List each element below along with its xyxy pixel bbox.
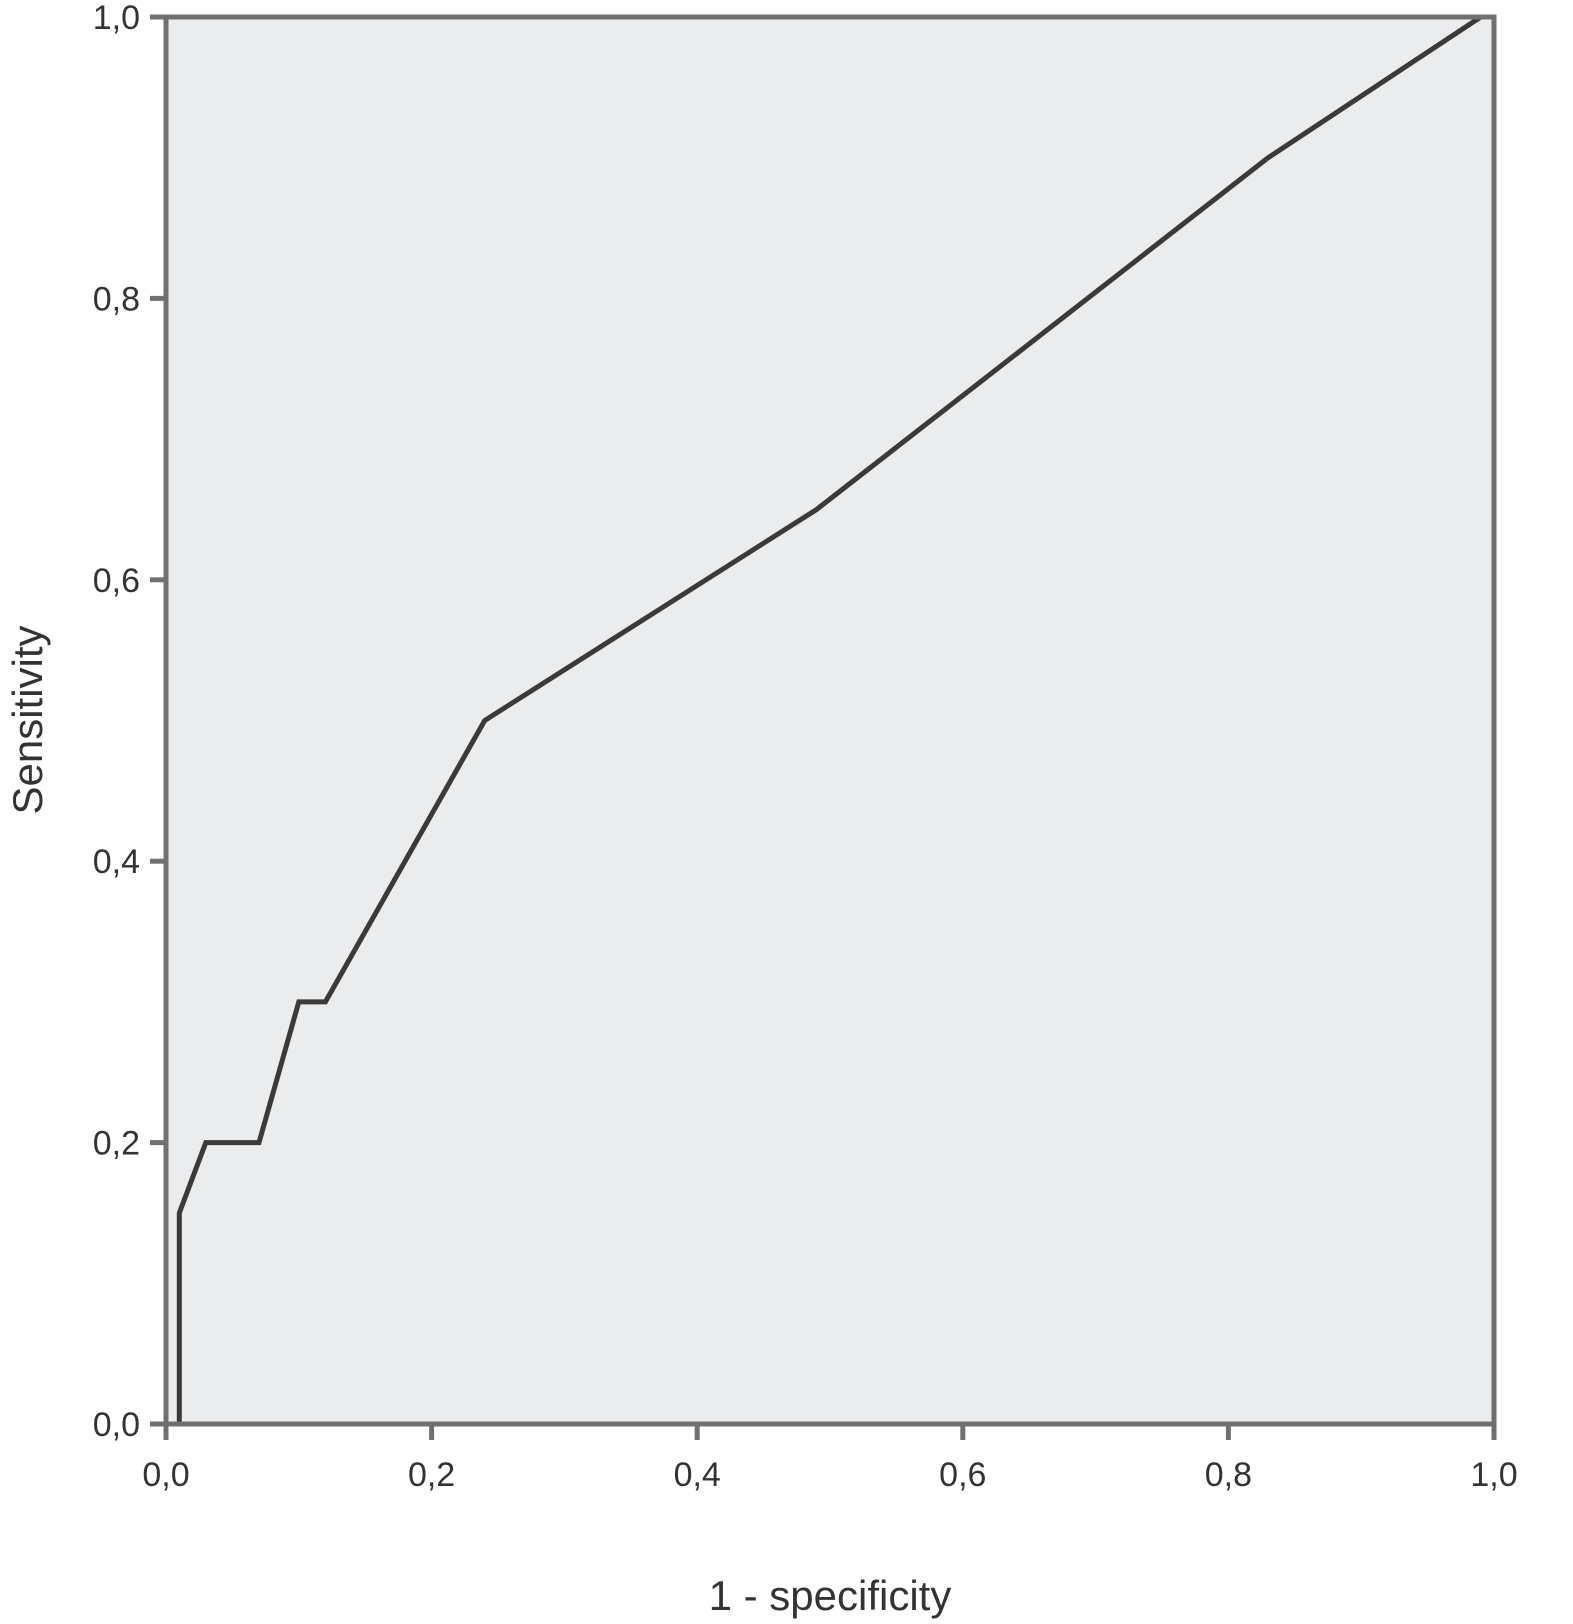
y-tick-label: 0,8 [93, 280, 140, 318]
y-tick-label: 0,4 [93, 843, 140, 881]
x-tick-label: 0,4 [674, 1456, 721, 1494]
x-tick-label: 1,0 [1470, 1456, 1517, 1494]
y-axis-label: Sensitivity [4, 625, 51, 814]
y-tick-label: 0,2 [93, 1125, 140, 1163]
plot-frame [163, 14, 1497, 1427]
y-tick-label: 0,6 [93, 562, 140, 600]
y-tick-label: 1,0 [93, 0, 140, 37]
x-tick-label: 0,0 [142, 1456, 189, 1494]
roc-curve-line [166, 14, 1494, 1427]
plot-area [166, 17, 1494, 1424]
x-axis-label: 1 - specificity [709, 1572, 952, 1619]
x-tick-label: 0,6 [939, 1456, 986, 1494]
x-tick-label: 0,8 [1205, 1456, 1252, 1494]
y-tick-label: 0,0 [93, 1406, 140, 1444]
x-tick-label: 0,2 [408, 1456, 455, 1494]
